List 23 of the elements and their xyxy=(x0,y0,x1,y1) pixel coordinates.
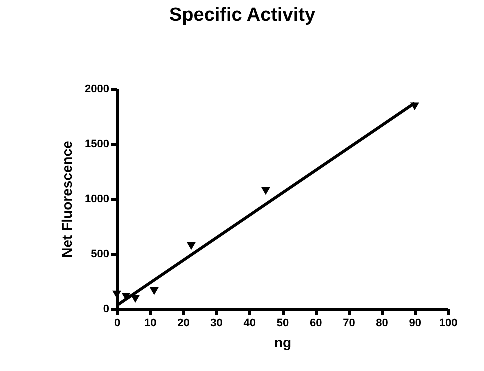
x-tick-label: 90 xyxy=(409,318,422,330)
y-axis-title: Net Fluorescence xyxy=(59,140,76,258)
point xyxy=(187,242,196,250)
x-tick-label: 70 xyxy=(343,318,356,330)
point xyxy=(131,295,140,303)
y-tick-label: 500 xyxy=(91,248,110,260)
x-tick-label: 40 xyxy=(244,318,256,330)
chart-title: Specific Activity xyxy=(169,5,316,26)
point xyxy=(261,187,270,196)
x-tick-label: 100 xyxy=(439,318,458,330)
x-tick-label: 10 xyxy=(144,318,157,330)
x-tick-label: 30 xyxy=(210,318,223,330)
y-tick-label: 2000 xyxy=(85,84,110,96)
x-tick-label: 60 xyxy=(310,318,322,330)
x-tick-label: 80 xyxy=(376,318,388,330)
y-tick-label: 1500 xyxy=(85,138,110,150)
point xyxy=(150,288,159,296)
x-tick-label: 0 xyxy=(114,318,121,330)
y-tick-label: 1000 xyxy=(85,194,110,206)
x-axis-title: ng xyxy=(274,334,292,350)
x-tick-label: 50 xyxy=(276,318,290,330)
y-tick-label: 0 xyxy=(103,304,110,316)
x-tick-label: 20 xyxy=(178,318,190,330)
